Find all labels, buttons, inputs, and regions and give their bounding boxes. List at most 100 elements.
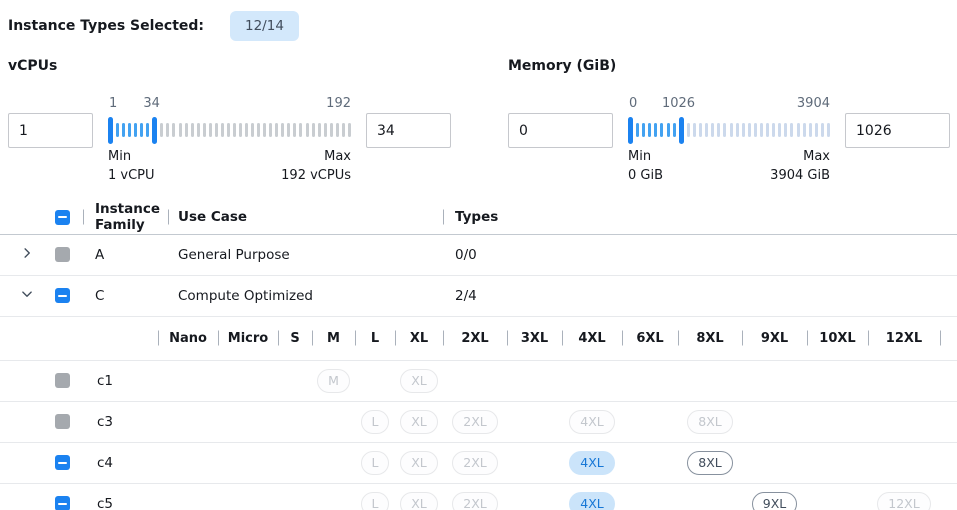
column-header-use-case: Use Case — [168, 209, 443, 225]
memory-max-input[interactable] — [845, 113, 950, 148]
size-column-header: 9XL — [742, 331, 807, 346]
table-header-row: Instance Family Use Case Types — [0, 201, 957, 235]
slider-tick — [220, 123, 224, 137]
filters-section: vCPUs 1 34 192 Min 1 vCPU — [0, 58, 957, 186]
slider-tick — [305, 123, 309, 137]
slider-tick — [723, 123, 727, 137]
slider-tick — [238, 123, 242, 137]
slider-tick — [347, 123, 351, 137]
slider-tick — [827, 123, 830, 137]
instance-family-name: c1 — [97, 372, 114, 389]
slider-tick — [287, 123, 291, 137]
instance-family-table: Instance Family Use Case Types A General … — [0, 201, 957, 510]
memory-slider-captions: Min 0 GiB Max 3904 GiB — [628, 148, 830, 186]
slider-tick — [796, 123, 800, 137]
slider-tick — [281, 123, 285, 137]
column-header-instance-family: Instance Family — [83, 201, 168, 233]
checkbox-indeterminate[interactable] — [55, 288, 70, 304]
slider-tick — [654, 123, 658, 137]
slider-tick — [245, 123, 249, 137]
slider-tick — [686, 123, 690, 137]
slider-tick — [275, 123, 279, 137]
size-column-header: 3XL — [507, 331, 562, 346]
instance-family-name: c3 — [97, 413, 114, 430]
slider-tick — [648, 123, 652, 137]
slider-tick — [323, 123, 327, 137]
slider-tick — [814, 123, 818, 137]
minus-glyph — [58, 461, 67, 464]
checkbox-indeterminate[interactable] — [55, 496, 70, 510]
chevron-down-icon[interactable] — [21, 288, 33, 300]
slider-tick — [134, 123, 138, 137]
slider-tick — [196, 123, 200, 137]
vcpus-max-sub: 192 vCPUs — [281, 167, 351, 183]
memory-range-slider[interactable]: 0 1026 3904 Min 0 GiB Max 3904 GiB — [628, 96, 830, 186]
slider-tick — [178, 123, 182, 137]
slider-tick — [802, 123, 806, 137]
slider-handle-low[interactable] — [628, 116, 633, 144]
slider-tick — [717, 123, 721, 137]
family-name: C — [95, 287, 105, 304]
size-pill-l: L — [360, 450, 390, 475]
size-pill-2xl: 2XL — [452, 491, 498, 510]
checkbox-disabled — [55, 247, 70, 263]
select-all-checkbox[interactable] — [55, 209, 70, 225]
slider-tick — [705, 123, 709, 137]
vcpus-range-slider[interactable]: 1 34 192 Min 1 vCPU Max 192 vCPUs — [108, 96, 351, 186]
types-count: 0/0 — [455, 246, 477, 263]
slider-tick — [766, 123, 770, 137]
expand-cell — [0, 247, 55, 263]
instance-row: c1 M XL — [0, 361, 957, 402]
slider-tick — [202, 123, 206, 137]
instance-row: c4 L XL 2XL 4XL 8XL — [0, 443, 957, 484]
slider-tick — [729, 123, 733, 137]
slider-tick — [214, 123, 218, 137]
memory-high-label: 1026 — [661, 96, 696, 111]
memory-min-input[interactable] — [508, 113, 613, 148]
slider-tick — [778, 123, 782, 137]
vcpus-max-input[interactable] — [366, 113, 451, 148]
slider-handle-high[interactable] — [678, 116, 684, 144]
slider-tick — [190, 123, 194, 137]
slider-tick — [636, 123, 640, 137]
size-pill-4xl[interactable]: 4XL — [569, 450, 615, 475]
size-pill-xl: XL — [400, 450, 438, 475]
slider-tick — [341, 123, 345, 137]
size-column-header: S — [278, 331, 312, 346]
slider-tick — [790, 123, 794, 137]
slider-tick — [672, 123, 676, 137]
size-pill-8xl[interactable]: 8XL — [687, 450, 733, 475]
vcpus-slider-labels: 1 34 192 — [108, 96, 351, 113]
slider-handle-low[interactable] — [108, 116, 113, 144]
size-pill-4xl[interactable]: 4XL — [569, 491, 615, 510]
memory-min-sub: 0 GiB — [628, 167, 664, 183]
slider-tick — [263, 123, 267, 137]
size-column-header: 6XL — [622, 331, 678, 346]
size-pill-l: L — [360, 409, 390, 434]
memory-max-sub: 3904 GiB — [770, 167, 830, 183]
size-column-header: L — [355, 331, 395, 346]
chevron-right-icon[interactable] — [21, 247, 33, 259]
size-pill-9xl[interactable]: 9XL — [751, 491, 798, 510]
memory-low-label: 0 — [629, 96, 638, 111]
vcpus-high-label: 34 — [143, 96, 160, 111]
slider-tick — [735, 123, 739, 137]
slider-tick — [146, 123, 150, 137]
vcpus-slider-track — [108, 116, 351, 144]
slider-tick — [335, 123, 339, 137]
checkbox-indeterminate[interactable] — [55, 455, 70, 471]
slider-handle-high[interactable] — [152, 116, 158, 144]
slider-tick — [660, 123, 664, 137]
selection-count-badge: 12/14 — [230, 11, 299, 41]
checkbox-disabled — [55, 373, 70, 389]
vcpus-min-input[interactable] — [8, 113, 93, 148]
column-header-types: Types — [443, 209, 957, 225]
selection-summary-label: Instance Types Selected: — [8, 18, 204, 34]
instance-row: c5 L XL 2XL 4XL 9XL 12XL — [0, 484, 957, 510]
family-row: A General Purpose 0/0 — [0, 235, 957, 276]
slider-tick — [251, 123, 255, 137]
size-column-header: 12XL — [868, 331, 940, 346]
slider-tick — [753, 123, 757, 137]
slider-tick — [747, 123, 751, 137]
instance-family-name: c5 — [97, 495, 114, 510]
